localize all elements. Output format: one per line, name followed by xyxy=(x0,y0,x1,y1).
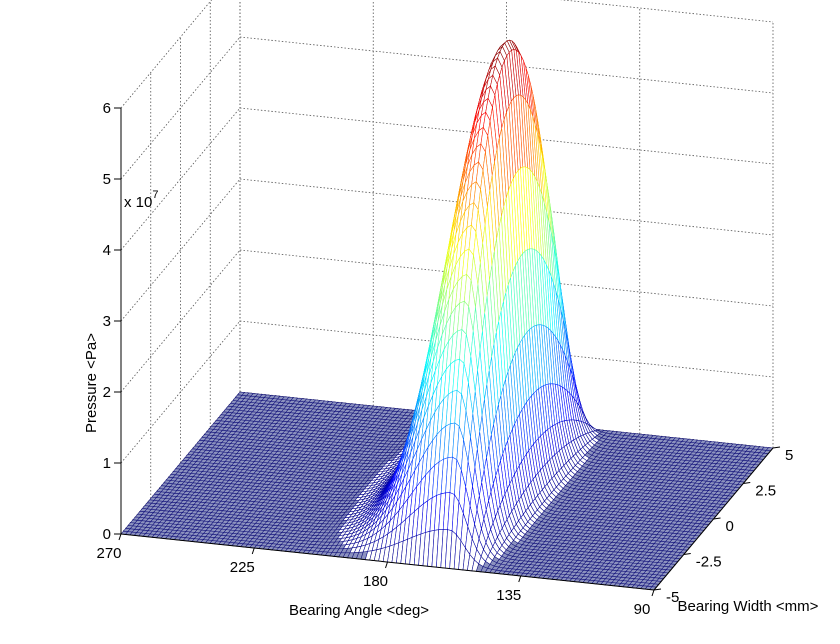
grid-line xyxy=(120,320,241,464)
grid-line xyxy=(120,36,241,180)
grid-line xyxy=(120,178,241,322)
grid-line xyxy=(120,107,241,251)
pressure-surface xyxy=(120,39,774,591)
grid-line xyxy=(120,249,241,393)
